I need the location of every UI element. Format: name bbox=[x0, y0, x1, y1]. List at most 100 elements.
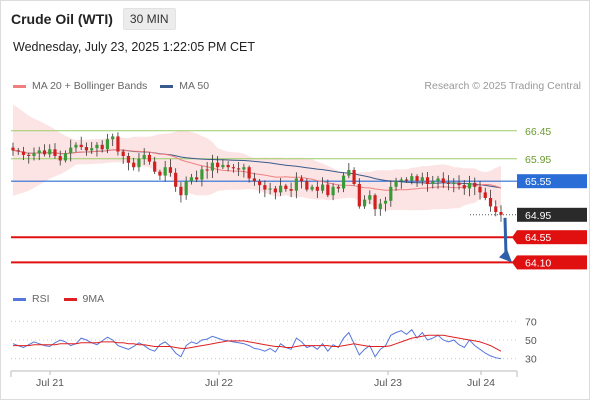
candle-body bbox=[142, 154, 146, 159]
candle-body bbox=[200, 169, 204, 180]
candle-body bbox=[237, 168, 241, 170]
x-tick-label-2: Jul 23 bbox=[374, 377, 402, 389]
candle-body bbox=[315, 186, 319, 191]
level-label-4: 64.55 bbox=[525, 232, 551, 244]
candle-body bbox=[231, 167, 235, 169]
legend-swatch-ma20 bbox=[13, 84, 26, 88]
candle-body bbox=[153, 161, 157, 172]
candle-body bbox=[242, 167, 246, 170]
level-box-3 bbox=[517, 207, 587, 222]
candle-body bbox=[357, 184, 361, 207]
candle-body bbox=[488, 198, 493, 207]
legend-item-ma50: MA 50 bbox=[160, 80, 209, 92]
level-label-3: 64.95 bbox=[525, 210, 551, 222]
candle-body bbox=[279, 185, 283, 193]
candle-body bbox=[462, 185, 466, 189]
legend-label-ma20: MA 20 + Bollinger Bands bbox=[32, 80, 148, 92]
candle-body bbox=[483, 192, 487, 198]
rsi-line bbox=[12, 328, 502, 360]
candle-body bbox=[163, 167, 167, 176]
candle-body bbox=[174, 172, 178, 187]
candle-body bbox=[168, 167, 173, 173]
x-tick-label-1: Jul 22 bbox=[205, 377, 233, 389]
level-label-0: 66.45 bbox=[525, 126, 551, 138]
candle-body bbox=[42, 150, 47, 155]
rsi-legend-swatch-rsi bbox=[13, 297, 26, 301]
level-label-1: 65.95 bbox=[525, 154, 551, 166]
candle-body bbox=[189, 177, 194, 182]
candle-body bbox=[300, 178, 304, 182]
candle-body bbox=[147, 154, 152, 162]
rsi-tick-label-50: 50 bbox=[525, 335, 537, 347]
rsi-9ma-line bbox=[13, 334, 502, 352]
candle-body bbox=[336, 186, 340, 189]
level-box-4 bbox=[517, 230, 587, 245]
candle-body bbox=[137, 158, 141, 168]
timeframe-button[interactable]: 30 MIN bbox=[122, 8, 176, 30]
candle-body bbox=[289, 189, 293, 191]
candle-body bbox=[105, 139, 110, 150]
candle-body bbox=[226, 164, 230, 168]
candle-body bbox=[494, 206, 498, 212]
candle-body bbox=[84, 147, 89, 151]
candle-body bbox=[284, 185, 288, 190]
candle-body bbox=[341, 175, 346, 189]
candle-body bbox=[53, 149, 57, 156]
candle-body bbox=[436, 178, 440, 182]
candle-body bbox=[263, 185, 267, 190]
candle-body bbox=[258, 181, 262, 186]
candle-body bbox=[389, 186, 393, 201]
candle-body bbox=[415, 176, 419, 182]
candle-body bbox=[179, 186, 183, 196]
level-box-5 bbox=[517, 255, 587, 270]
candle-body bbox=[268, 188, 272, 190]
rsi-legend-swatch-9ma bbox=[63, 297, 77, 301]
main-legend: MA 20 + Bollinger Bands MA 50 bbox=[13, 80, 222, 92]
candle-body bbox=[247, 167, 251, 179]
candle-body bbox=[320, 184, 325, 191]
level-pointer-4 bbox=[512, 230, 517, 245]
ma20-line bbox=[12, 149, 502, 191]
candle-body bbox=[216, 162, 220, 168]
candle-body bbox=[368, 195, 372, 200]
date-line: Wednesday, July 23, 2025 1:22:05 PM CET bbox=[13, 40, 256, 54]
candle-body bbox=[457, 182, 461, 186]
candle-body bbox=[111, 136, 115, 140]
candle-body bbox=[352, 170, 356, 184]
candle-body bbox=[79, 144, 83, 148]
rsi-tick-label-70: 70 bbox=[525, 316, 537, 328]
candle-body bbox=[126, 156, 131, 163]
x-tick-label-3: Jul 24 bbox=[467, 377, 495, 389]
candle-body bbox=[410, 176, 414, 181]
legend-swatch-ma50 bbox=[160, 84, 174, 88]
candle-body bbox=[431, 181, 435, 184]
candle-body bbox=[378, 203, 382, 210]
candle-body bbox=[273, 188, 277, 193]
candle-body bbox=[383, 200, 388, 204]
candle-body bbox=[27, 154, 31, 156]
candle-body bbox=[21, 151, 26, 155]
legend-label-ma50: MA 50 bbox=[179, 80, 210, 92]
candle-body bbox=[158, 171, 162, 176]
candle-body bbox=[116, 136, 120, 152]
candle-body bbox=[37, 150, 41, 154]
header: Crude Oil (WTI) 30 MIN bbox=[11, 7, 176, 31]
candle-body bbox=[473, 182, 477, 187]
candle-body bbox=[221, 164, 225, 168]
candle-body bbox=[441, 178, 445, 183]
rsi-legend-label-rsi: RSI bbox=[32, 293, 50, 305]
candle-body bbox=[467, 182, 472, 189]
rsi-legend-item-rsi: RSI bbox=[13, 293, 50, 305]
candle-body bbox=[210, 162, 214, 171]
x-tick-label-0: Jul 21 bbox=[36, 377, 64, 389]
candle-body bbox=[100, 144, 104, 150]
candle-body bbox=[399, 179, 403, 182]
candle-body bbox=[58, 156, 62, 161]
rsi-legend: RSI 9MA bbox=[13, 293, 118, 305]
candle-body bbox=[404, 179, 409, 181]
candle-body bbox=[452, 182, 456, 184]
candle-body bbox=[394, 181, 398, 187]
candle-body bbox=[331, 186, 335, 196]
candle-body bbox=[16, 150, 20, 152]
legend-item-ma20: MA 20 + Bollinger Bands bbox=[13, 80, 147, 92]
